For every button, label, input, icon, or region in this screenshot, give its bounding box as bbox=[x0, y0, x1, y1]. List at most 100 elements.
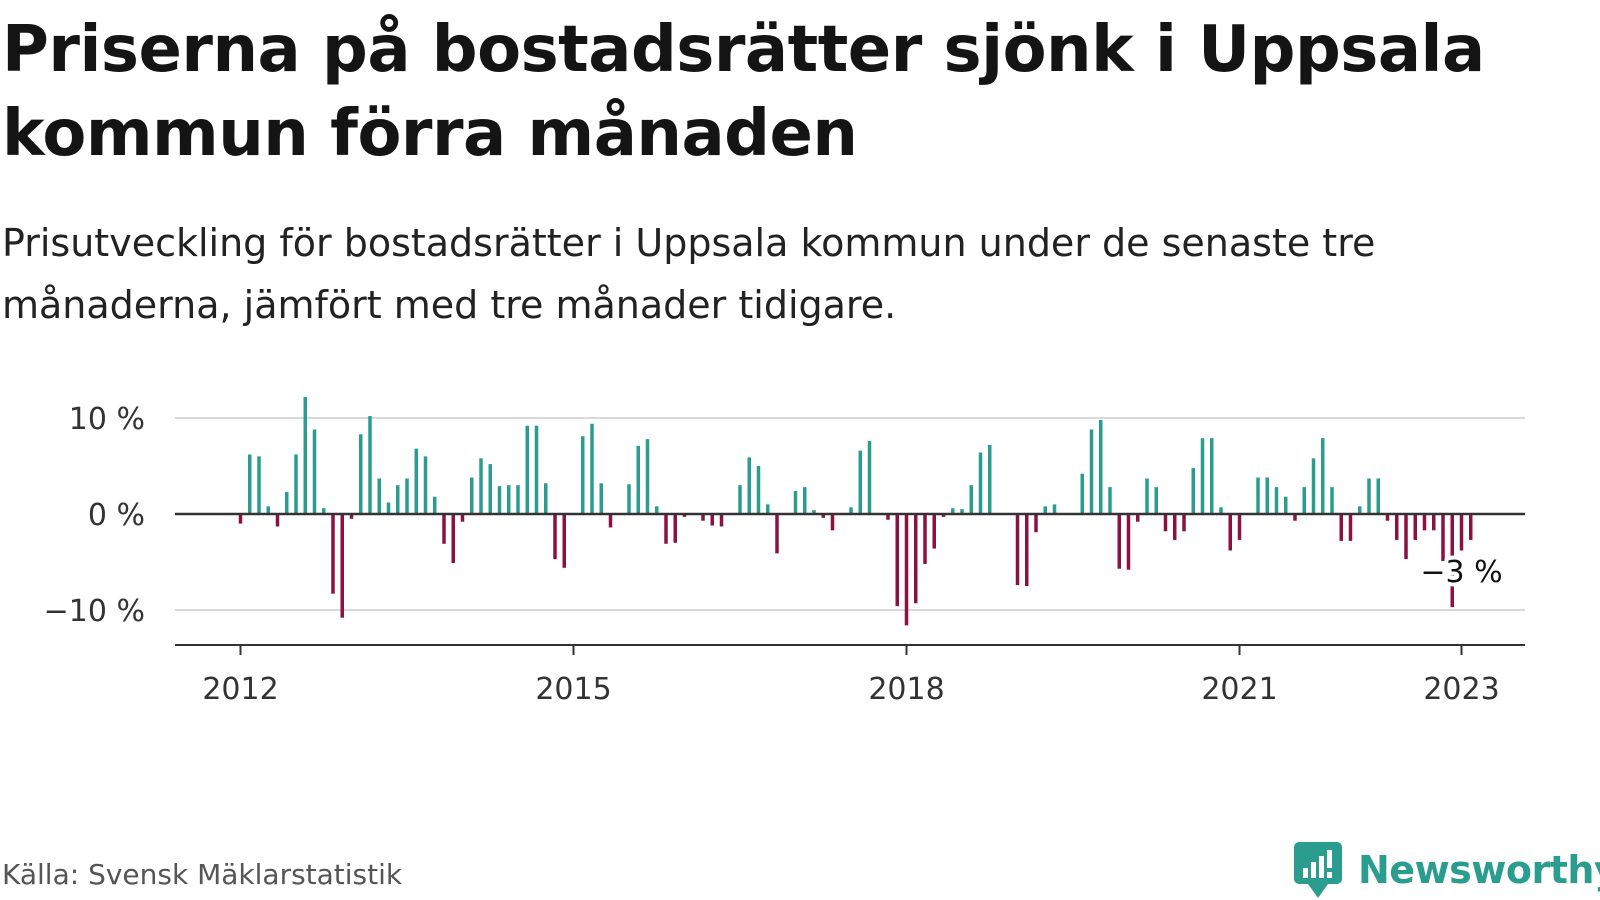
bar bbox=[664, 514, 668, 544]
bar bbox=[756, 466, 761, 514]
bar bbox=[553, 514, 557, 560]
bar bbox=[590, 423, 594, 514]
bar bbox=[1191, 467, 1195, 514]
bar bbox=[266, 506, 270, 514]
bar bbox=[636, 445, 640, 514]
bar bbox=[423, 456, 428, 514]
chart-title: Priserna på bostadsrätter sjönk i Uppsal… bbox=[2, 13, 1485, 171]
y-tick-label: −10 % bbox=[44, 594, 145, 629]
x-tick-label: 2015 bbox=[535, 672, 611, 707]
bar bbox=[1404, 514, 1408, 560]
bar bbox=[1210, 438, 1214, 514]
bar bbox=[1339, 514, 1343, 541]
bar bbox=[1182, 514, 1186, 532]
bar bbox=[895, 514, 899, 607]
bar bbox=[581, 436, 585, 514]
bar bbox=[359, 434, 363, 514]
bar bbox=[1173, 514, 1177, 540]
bar bbox=[414, 448, 418, 514]
bar bbox=[867, 441, 872, 514]
bar bbox=[248, 454, 252, 514]
bar bbox=[701, 514, 705, 521]
bar bbox=[914, 514, 918, 604]
x-tick-label: 2018 bbox=[868, 672, 944, 707]
bar bbox=[793, 490, 798, 514]
latest-value-annotation: −3 % bbox=[1420, 555, 1502, 590]
bar bbox=[377, 478, 381, 514]
bar bbox=[1450, 514, 1454, 608]
source-note: Källa: Svensk Mäklarstatistik bbox=[2, 858, 403, 891]
bar bbox=[1441, 514, 1445, 562]
bar bbox=[1089, 429, 1094, 514]
bar bbox=[969, 485, 973, 514]
bar bbox=[562, 514, 566, 568]
newsworthy-logo[interactable]: Newsworthy bbox=[1292, 840, 1600, 900]
bar bbox=[951, 508, 955, 514]
bar bbox=[1284, 496, 1288, 514]
bar bbox=[368, 416, 372, 514]
newsworthy-logo-text: Newsworthy bbox=[1358, 848, 1600, 892]
bar bbox=[1052, 504, 1057, 514]
bar bbox=[1163, 514, 1168, 532]
bar bbox=[1228, 514, 1232, 551]
bar bbox=[275, 514, 280, 527]
bar bbox=[1015, 514, 1020, 586]
bar bbox=[1154, 487, 1158, 514]
bar bbox=[442, 514, 446, 544]
y-tick-label: 10 % bbox=[69, 402, 145, 437]
bar bbox=[303, 396, 307, 514]
bar bbox=[396, 485, 400, 514]
bar bbox=[433, 496, 437, 514]
bar bbox=[1321, 438, 1325, 514]
bar bbox=[1126, 514, 1131, 570]
bar bbox=[710, 514, 714, 526]
bar bbox=[1376, 478, 1380, 514]
axis-labels: 10 %0 %−10 %2012 2015 2018 2021 2023−3 %−3 % bbox=[44, 402, 1507, 707]
bar bbox=[988, 444, 992, 514]
bar bbox=[1237, 514, 1242, 540]
bar bbox=[479, 458, 483, 514]
bar bbox=[655, 506, 659, 514]
bar bbox=[294, 454, 298, 514]
x-axis bbox=[175, 512, 1525, 655]
bar bbox=[1413, 514, 1417, 540]
bar bbox=[923, 514, 927, 564]
x-tick-label: 2021 bbox=[1201, 672, 1277, 707]
bar bbox=[904, 514, 909, 626]
bar bbox=[747, 457, 751, 514]
bar bbox=[1080, 473, 1084, 514]
bar bbox=[340, 514, 344, 618]
chart-subtitle: Prisutveckling för bostadsrätter i Uppsa… bbox=[2, 221, 1376, 327]
bar bbox=[1385, 514, 1390, 521]
bar bbox=[322, 508, 326, 514]
bar bbox=[1302, 487, 1306, 514]
bar bbox=[1358, 506, 1362, 514]
bar bbox=[1200, 438, 1205, 514]
bar bbox=[1145, 478, 1149, 514]
bar bbox=[849, 507, 853, 514]
grid-lines bbox=[175, 417, 1525, 611]
bar bbox=[821, 514, 825, 518]
bar bbox=[534, 425, 539, 514]
bar bbox=[460, 514, 465, 522]
bar bbox=[525, 425, 529, 514]
bar bbox=[1108, 487, 1112, 514]
bar bbox=[978, 452, 983, 514]
bar bbox=[257, 456, 261, 514]
bar bbox=[516, 485, 520, 514]
newsworthy-logo-icon bbox=[1294, 842, 1342, 898]
bar bbox=[1117, 514, 1121, 569]
bar bbox=[1432, 514, 1436, 531]
bar bbox=[719, 514, 724, 527]
bars bbox=[238, 396, 1473, 626]
bar bbox=[608, 514, 613, 528]
bar bbox=[1367, 478, 1371, 514]
bar bbox=[507, 485, 511, 514]
bar bbox=[886, 514, 890, 520]
bar bbox=[830, 514, 835, 531]
bar bbox=[932, 514, 936, 549]
bar bbox=[803, 487, 807, 514]
bar bbox=[858, 450, 862, 514]
bar bbox=[405, 478, 409, 514]
bar bbox=[544, 483, 548, 514]
